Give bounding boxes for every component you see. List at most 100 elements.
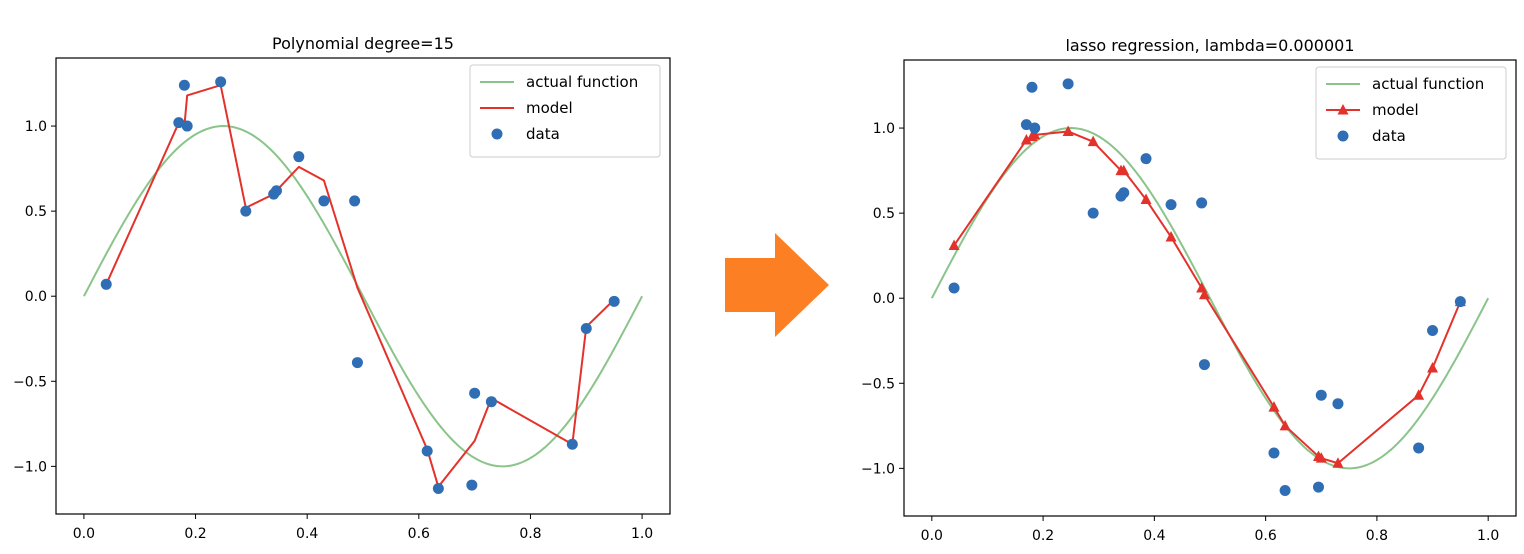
model-marker [1315, 452, 1327, 463]
data-point [1026, 81, 1038, 93]
data-point [1087, 207, 1099, 219]
data-point [1413, 442, 1425, 454]
x-tick-label: 0.4 [1143, 528, 1165, 544]
legend-box [1315, 66, 1507, 160]
data-point [1020, 119, 1032, 131]
data-point [1062, 78, 1074, 90]
y-tick-label: 1.0 [25, 119, 47, 135]
data-point [1118, 187, 1130, 199]
x-tick-label: 0.6 [1255, 528, 1277, 544]
x-tick-label: 0.8 [519, 526, 541, 542]
data-point [1140, 153, 1152, 165]
data-point [1332, 398, 1344, 410]
legend-label: model [1372, 101, 1419, 119]
model-marker [1029, 128, 1041, 140]
data-point [580, 323, 592, 335]
y-tick-label: −0.5 [861, 376, 895, 392]
y-tick-label: −1.0 [13, 459, 47, 475]
legend-label: actual function [526, 73, 638, 91]
axes-frame [55, 57, 671, 515]
model-marker [1413, 389, 1425, 400]
data-point [948, 282, 960, 294]
data-point [1198, 359, 1210, 371]
data-point [469, 387, 481, 399]
data-point [432, 482, 444, 494]
data-point [215, 76, 227, 88]
x-tick-label: 0.6 [408, 526, 430, 542]
chart-lasso: lasso regression, lambda=0.000001 0.0 0.2… [861, 36, 1517, 544]
model-marker [1427, 361, 1439, 373]
chart-title: Polynomial degree=15 [272, 34, 454, 53]
x-tick-label: 0.4 [296, 526, 318, 542]
data-point [1427, 325, 1439, 337]
data-point [1165, 199, 1177, 211]
data-point [1196, 197, 1208, 209]
x-tick-label: 1.0 [1477, 528, 1499, 544]
legend: actual function model data [469, 64, 661, 158]
legend-swatch-dot [491, 128, 503, 140]
data-point [181, 120, 193, 132]
model-line [953, 130, 1462, 465]
chart-polynomial: Polynomial degree=15 0.0 0.2 0.4 0.6 0.8 1.0 −… [13, 34, 671, 542]
data-point [240, 205, 252, 217]
legend: actual function model data [1315, 66, 1507, 160]
data-point [421, 445, 433, 457]
legend-label: actual function [1372, 75, 1484, 93]
data-point [178, 79, 190, 91]
legend-swatch-marker [1337, 104, 1349, 115]
arrow-right-icon [725, 233, 829, 337]
data-point [466, 479, 478, 491]
model-marker [1062, 125, 1074, 136]
actual-function-line [930, 127, 1490, 470]
axes-frame [903, 59, 1517, 517]
y-tick-label: 0.5 [873, 206, 895, 222]
y-tick-label: 0.0 [25, 289, 47, 305]
x-tick-label: 0.0 [73, 526, 95, 542]
x-tick-label: 0.2 [1032, 528, 1054, 544]
plot-area [83, 76, 643, 494]
data-point [270, 185, 282, 197]
model-marker [948, 239, 960, 250]
model-marker [1140, 193, 1152, 205]
x-tick-label: 0.8 [1366, 528, 1388, 544]
data-point [293, 151, 305, 163]
data-point [566, 438, 578, 450]
x-tick-label: 0.2 [184, 526, 206, 542]
data-point [1029, 122, 1041, 134]
data-point [173, 117, 185, 129]
chart-title: lasso regression, lambda=0.000001 [1065, 36, 1354, 55]
actual-function-line [83, 125, 643, 468]
model-marker [1087, 135, 1099, 147]
data-point [608, 295, 620, 307]
y-tick-label: −0.5 [13, 374, 47, 390]
y-tick-label: 1.0 [873, 121, 895, 137]
data-point [1315, 389, 1327, 401]
data-point [485, 396, 497, 408]
model-marker [1198, 288, 1210, 300]
data-point [1268, 447, 1280, 459]
legend-label: model [526, 99, 573, 117]
y-tick-label: −1.0 [861, 461, 895, 477]
x-tick-label: 0.0 [921, 528, 943, 544]
data-point [100, 278, 112, 290]
legend-label: data [1372, 127, 1406, 145]
model-marker [1165, 230, 1177, 242]
y-tick-label: 0.0 [873, 291, 895, 307]
model-line [105, 84, 615, 488]
data-point [1312, 481, 1324, 493]
data-point [349, 195, 361, 207]
model-marker [1332, 457, 1344, 468]
data-point [1279, 484, 1291, 496]
legend-label: data [526, 125, 560, 143]
legend-swatch-dot [1337, 130, 1349, 142]
plot-area [930, 78, 1490, 496]
legend-box [469, 64, 661, 158]
model-marker [1268, 401, 1280, 412]
data-point [1454, 296, 1466, 308]
model-marker [1020, 133, 1032, 145]
data-point [318, 195, 330, 207]
model-marker [1279, 419, 1291, 431]
x-tick-label: 1.0 [631, 526, 653, 542]
model-marker [1118, 164, 1130, 176]
